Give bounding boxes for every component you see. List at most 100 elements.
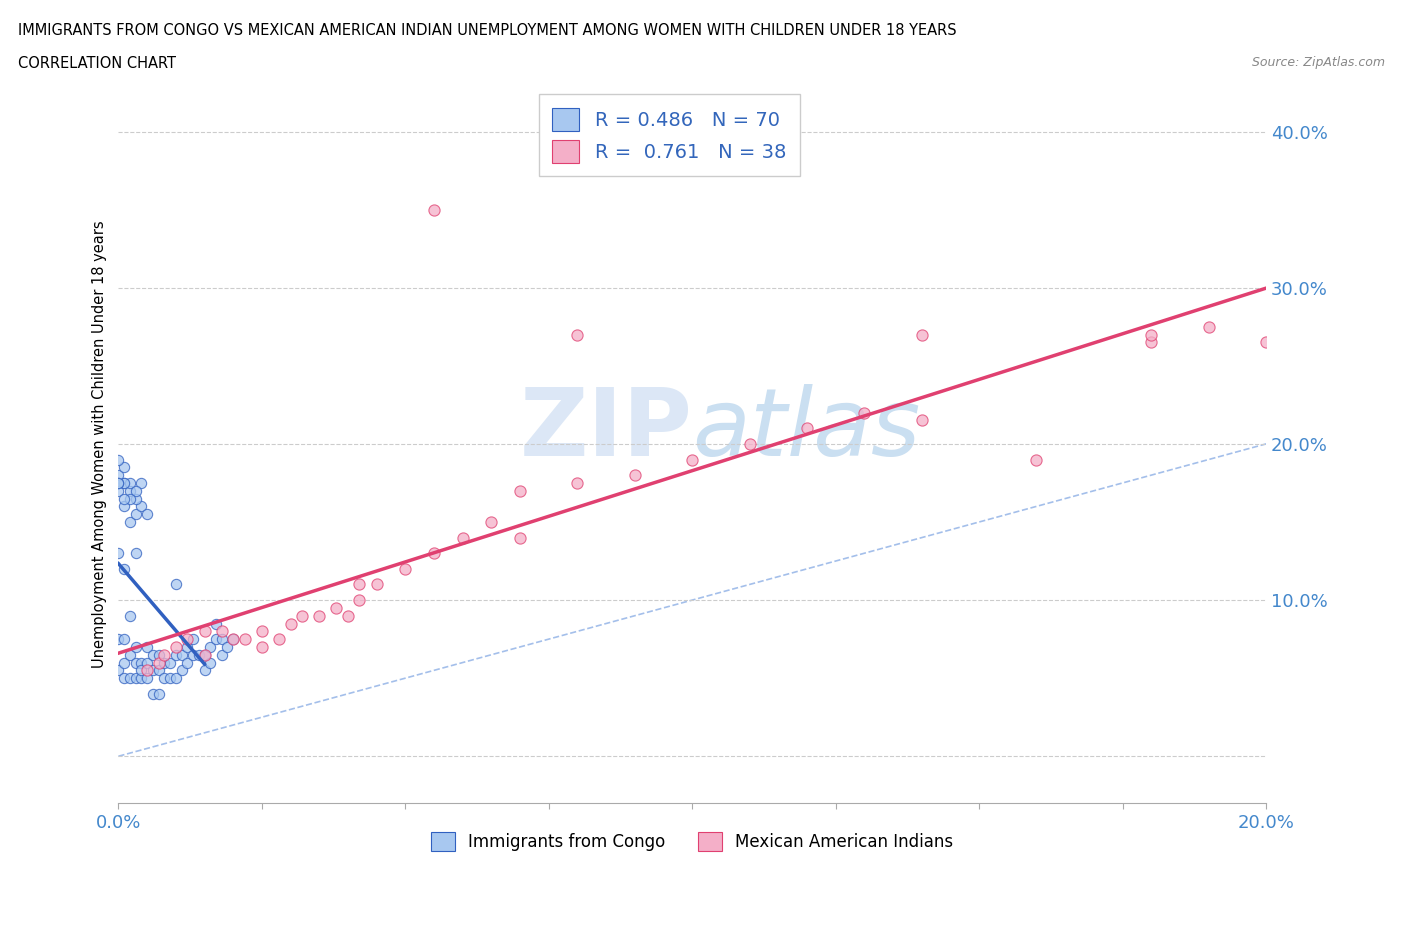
Point (165, 577, 187, 591)
Point (200, 640, 222, 655)
Point (291, 608, 314, 623)
Point (853, 405, 876, 420)
Point (124, 546, 146, 561)
Point (131, 475, 153, 490)
Point (211, 647, 233, 662)
Point (124, 655, 146, 670)
Point (911, 327, 934, 342)
Point (148, 655, 170, 670)
Point (107, 452, 129, 467)
Point (1025, 452, 1047, 467)
Point (136, 507, 159, 522)
Point (124, 671, 146, 685)
Point (112, 475, 135, 490)
Point (222, 631, 245, 646)
Point (112, 460, 135, 475)
Point (107, 546, 129, 561)
Text: IMMIGRANTS FROM CONGO VS MEXICAN AMERICAN INDIAN UNEMPLOYMENT AMONG WOMEN WITH C: IMMIGRANTS FROM CONGO VS MEXICAN AMERICA… (18, 23, 957, 38)
Point (107, 475, 129, 490)
Legend: Immigrants from Congo, Mexican American Indians: Immigrants from Congo, Mexican American … (423, 823, 962, 859)
Point (366, 577, 388, 591)
Point (118, 484, 141, 498)
Point (423, 546, 446, 561)
Point (567, 475, 589, 490)
Point (211, 624, 233, 639)
Point (112, 498, 135, 513)
Point (509, 484, 531, 498)
Point (1198, 319, 1220, 334)
Point (124, 507, 146, 522)
Point (1140, 335, 1163, 350)
Point (107, 663, 129, 678)
Text: ZIP: ZIP (519, 383, 692, 475)
Point (118, 491, 141, 506)
Point (131, 663, 153, 678)
Point (153, 655, 176, 670)
Text: atlas: atlas (692, 384, 921, 475)
Point (136, 663, 159, 678)
Point (176, 631, 198, 646)
Point (148, 663, 170, 678)
Point (165, 640, 187, 655)
Point (131, 655, 153, 670)
Point (153, 647, 176, 662)
Point (193, 647, 215, 662)
Point (107, 484, 129, 498)
Point (112, 562, 135, 577)
Point (193, 647, 215, 662)
Point (118, 514, 141, 529)
Point (187, 647, 209, 662)
Point (325, 601, 347, 616)
Point (222, 631, 245, 646)
Point (423, 202, 446, 217)
Point (107, 468, 129, 483)
Point (112, 475, 135, 490)
Point (148, 686, 170, 701)
Point (142, 647, 165, 662)
Point (170, 647, 193, 662)
Point (118, 671, 141, 685)
Point (118, 647, 141, 662)
Point (136, 655, 159, 670)
Text: Source: ZipAtlas.com: Source: ZipAtlas.com (1251, 56, 1385, 69)
Point (112, 631, 135, 646)
Point (349, 577, 371, 591)
Point (159, 655, 181, 670)
Point (451, 530, 474, 545)
Point (124, 491, 146, 506)
Point (176, 655, 198, 670)
Point (349, 592, 371, 607)
Point (1254, 335, 1277, 350)
Point (250, 640, 273, 655)
Point (269, 631, 291, 646)
Y-axis label: Unemployment Among Women with Children Under 18 years: Unemployment Among Women with Children U… (93, 220, 107, 668)
Point (112, 671, 135, 685)
Point (142, 686, 165, 701)
Point (136, 671, 159, 685)
Point (336, 608, 359, 623)
Point (509, 530, 531, 545)
Point (738, 436, 761, 451)
Point (131, 671, 153, 685)
Point (796, 421, 818, 436)
Point (624, 468, 647, 483)
Point (165, 671, 187, 685)
Point (112, 491, 135, 506)
Point (567, 327, 589, 342)
Point (142, 663, 165, 678)
Point (250, 624, 273, 639)
Point (205, 616, 228, 631)
Point (118, 608, 141, 623)
Point (118, 475, 141, 490)
Point (205, 631, 228, 646)
Point (153, 671, 176, 685)
Point (112, 655, 135, 670)
Point (107, 475, 129, 490)
Point (193, 663, 215, 678)
Point (479, 514, 502, 529)
Point (176, 640, 198, 655)
Point (107, 631, 129, 646)
Point (181, 631, 204, 646)
Point (211, 631, 233, 646)
Text: CORRELATION CHART: CORRELATION CHART (18, 56, 176, 71)
